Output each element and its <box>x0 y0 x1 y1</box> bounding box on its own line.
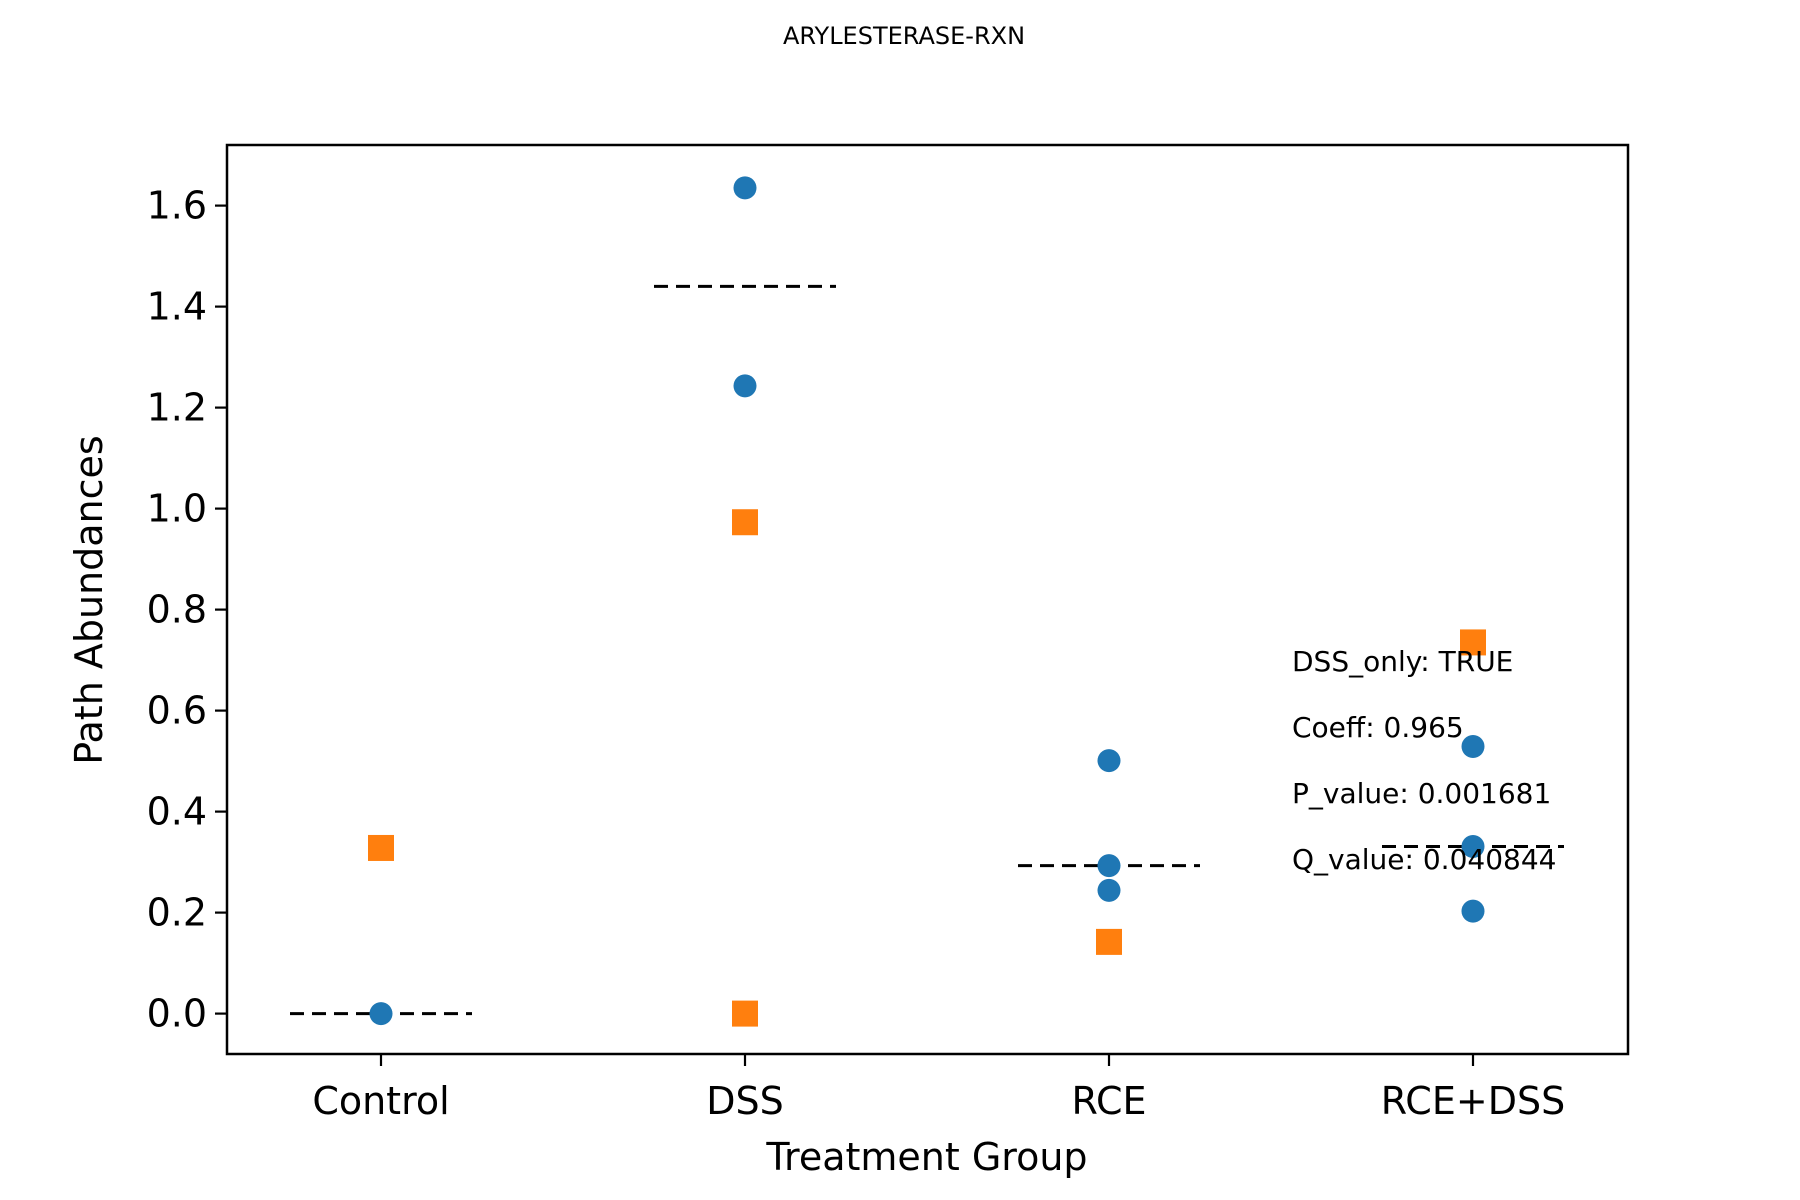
y-axis: 0.0 0.2 0.4 0.6 0.8 1.0 1.2 1.4 1.6 <box>147 184 227 1036</box>
data-point-circle <box>1097 749 1121 773</box>
annotation-text: P_value: 0.001681 <box>1292 777 1551 810</box>
x-axis-label: Treatment Group <box>765 1135 1087 1179</box>
data-point-square <box>732 509 758 536</box>
data-point-circle <box>1097 854 1121 878</box>
chart-title: ARYLESTERASE-RXN <box>783 22 1025 50</box>
data-point-square <box>1096 928 1122 955</box>
annotation-text: DSS_only: TRUE <box>1292 645 1513 678</box>
data-point-circle <box>733 176 757 200</box>
x-tick-label: Control <box>312 1079 449 1123</box>
annotation-text: Q_value: 0.040844 <box>1292 843 1556 876</box>
y-tick-label: 0.2 <box>147 891 207 935</box>
data-point-circle <box>1461 899 1485 923</box>
data-point-circle <box>1461 834 1485 858</box>
chart-marks <box>290 176 1564 1027</box>
y-tick-label: 1.0 <box>147 487 207 531</box>
data-point-circle <box>1097 878 1121 902</box>
data-point-square <box>1460 629 1486 656</box>
y-tick-label: 1.4 <box>147 285 207 329</box>
y-tick-label: 1.6 <box>147 184 207 228</box>
y-tick-label: 0.6 <box>147 689 207 733</box>
x-tick-label: DSS <box>706 1079 784 1123</box>
data-point-square <box>732 1000 758 1027</box>
x-tick-label: RCE+DSS <box>1381 1079 1565 1123</box>
y-axis-label: Path Abundances <box>67 435 111 764</box>
y-tick-label: 0.8 <box>147 588 207 632</box>
annotation-text: Coeff: 0.965 <box>1292 711 1464 744</box>
data-point-square <box>368 834 394 861</box>
x-axis: Control DSS RCE RCE+DSS <box>312 1054 1565 1123</box>
y-tick-label: 0.4 <box>147 790 207 834</box>
y-tick-label: 1.2 <box>147 386 207 430</box>
plot-frame <box>225 143 1630 1056</box>
data-point-circle <box>369 1002 393 1026</box>
data-point-circle <box>1461 734 1485 758</box>
y-tick-label: 0.0 <box>147 992 207 1036</box>
x-tick-label: RCE <box>1071 1079 1146 1123</box>
stats-annotations: DSS_only: TRUE Coeff: 0.965 P_value: 0.001… <box>1292 645 1556 876</box>
data-point-circle <box>733 374 757 398</box>
